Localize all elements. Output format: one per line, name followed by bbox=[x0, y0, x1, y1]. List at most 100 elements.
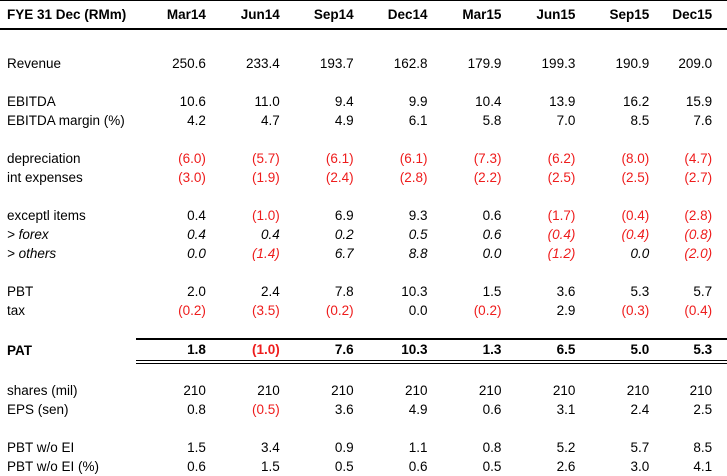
value-cell: 9.9 bbox=[408, 93, 428, 109]
value-cell: 1.1 bbox=[408, 439, 428, 455]
table-row: EBITDA 10.6 11.0 9.4 9.9 10.4 13.9 16.2 15.9 bbox=[0, 92, 727, 111]
value-cell: 6.7 bbox=[334, 245, 354, 261]
value-cell: 2.4 bbox=[261, 283, 280, 299]
table-row: depreciation (6.0) (5.7) (6.1) (6.1) (7.3) (6.… bbox=[0, 149, 727, 168]
table-row: PBT w/o EI 1.5 3.4 0.9 1.1 0.8 5.2 5.7 8.5 bbox=[0, 438, 727, 457]
value-cell: 1.8 bbox=[136, 337, 210, 364]
value-cell: (6.1) bbox=[399, 150, 428, 166]
value-cell: 0.6 bbox=[482, 226, 502, 242]
value-cell: 210 bbox=[183, 382, 206, 398]
value-cell: 210 bbox=[689, 382, 713, 398]
value-cell: (0.8) bbox=[684, 226, 713, 242]
value-cell: 4.9 bbox=[408, 401, 428, 417]
header-row: FYE 31 Dec (RMm) Mar14 Jun14 Sep14 Dec14 Mar… bbox=[0, 0, 727, 29]
spacer-cell bbox=[0, 130, 727, 149]
value-cell: (1.0) bbox=[209, 337, 284, 364]
value-cell: 0.0 bbox=[187, 245, 206, 261]
value-cell: 2.6 bbox=[556, 458, 576, 474]
column-header: Mar14 bbox=[166, 6, 206, 22]
column-header: Mar15 bbox=[462, 6, 502, 22]
value-cell: 7.6 bbox=[283, 337, 358, 364]
value-cell: 10.3 bbox=[401, 283, 428, 299]
value-cell: (1.9) bbox=[252, 169, 280, 185]
value-cell: (0.4) bbox=[621, 226, 650, 242]
table-row: EBITDA margin (%) 4.2 4.7 4.9 6.1 5.8 7.0 8.5 7.… bbox=[0, 111, 727, 130]
column-header: Jun14 bbox=[240, 6, 280, 22]
value-cell: 1.5 bbox=[482, 283, 502, 299]
value-cell: 2.9 bbox=[556, 302, 576, 318]
value-cell: 3.6 bbox=[334, 401, 354, 417]
spacer-cell bbox=[0, 187, 727, 206]
row-label: PBT w/o EI bbox=[7, 439, 75, 455]
spacer-row bbox=[0, 419, 727, 438]
value-cell: (0.2) bbox=[325, 302, 354, 318]
value-cell: 190.9 bbox=[615, 55, 650, 71]
value-cell: (2.8) bbox=[684, 207, 713, 223]
value-cell: 0.5 bbox=[482, 458, 502, 474]
value-cell: 0.4 bbox=[187, 226, 206, 242]
value-cell: (6.2) bbox=[547, 150, 576, 166]
value-cell: (2.8) bbox=[399, 169, 428, 185]
spacer-cell bbox=[0, 362, 727, 381]
value-cell: 199.3 bbox=[541, 55, 576, 71]
value-cell: 0.8 bbox=[482, 439, 502, 455]
value-cell: 210 bbox=[405, 382, 428, 398]
value-cell: 210 bbox=[257, 382, 280, 398]
value-cell: 1.5 bbox=[187, 439, 206, 455]
spacer-cell bbox=[0, 320, 727, 339]
table-row: shares (mil) 210 210 210 210 210 210 210 210 bbox=[0, 381, 727, 400]
column-header: Sep15 bbox=[609, 6, 650, 22]
value-cell: 4.7 bbox=[261, 112, 280, 128]
value-cell: (3.5) bbox=[252, 302, 280, 318]
value-cell: (2.5) bbox=[547, 169, 576, 185]
table-row: Revenue 250.6 233.4 193.7 162.8 179.9 199.3 190… bbox=[0, 54, 727, 73]
value-cell: 1.5 bbox=[261, 458, 280, 474]
row-label: exceptl items bbox=[7, 207, 86, 223]
value-cell: 3.4 bbox=[261, 439, 280, 455]
row-label: int expenses bbox=[7, 169, 83, 185]
value-cell: 6.1 bbox=[408, 112, 428, 128]
table-row: PBT 2.0 2.4 7.8 10.3 1.5 3.6 5.3 5.7 bbox=[0, 282, 727, 301]
value-cell: 11.0 bbox=[254, 93, 280, 109]
row-label: EBITDA margin (%) bbox=[7, 112, 125, 128]
table-row: EPS (sen) 0.8 (0.5) 3.6 4.9 0.6 3.1 2.4 2.5 bbox=[0, 400, 727, 419]
row-label: > forex bbox=[7, 226, 49, 242]
value-cell: 0.0 bbox=[408, 302, 428, 318]
value-cell: (2.5) bbox=[621, 169, 650, 185]
spacer-cell bbox=[0, 419, 727, 438]
table-row: PBT w/o EI (%) 0.6 1.5 0.5 0.6 0.5 2.6 3.0 4.1 bbox=[0, 457, 727, 476]
value-cell: 3.6 bbox=[556, 283, 576, 299]
value-cell: 8.5 bbox=[693, 439, 713, 455]
value-cell: 15.9 bbox=[685, 93, 713, 109]
table-row: > forex 0.4 0.4 0.2 0.5 0.6 (0.4) (0.4) (0.8) bbox=[0, 225, 727, 244]
value-cell: (1.4) bbox=[252, 245, 280, 261]
value-cell: 1.3 bbox=[431, 337, 506, 364]
value-cell: 8.8 bbox=[408, 245, 428, 261]
value-cell: 13.9 bbox=[549, 93, 576, 109]
value-cell: 4.9 bbox=[334, 112, 354, 128]
value-cell: 210 bbox=[626, 382, 650, 398]
value-cell: 9.4 bbox=[334, 93, 354, 109]
value-cell: (1.7) bbox=[547, 207, 576, 223]
value-cell: 2.5 bbox=[693, 401, 713, 417]
spacer-cell bbox=[0, 263, 727, 282]
value-cell: 0.6 bbox=[408, 458, 428, 474]
value-cell: (0.5) bbox=[252, 401, 280, 417]
value-cell: 5.3 bbox=[653, 337, 727, 364]
column-header: Dec15 bbox=[672, 6, 713, 22]
row-label: PBT w/o EI (%) bbox=[7, 458, 100, 474]
value-cell: 0.4 bbox=[187, 207, 206, 223]
value-cell: 3.1 bbox=[556, 401, 576, 417]
row-label: shares (mil) bbox=[7, 382, 78, 398]
table-row: exceptl items 0.4 (1.0) 6.9 9.3 0.6 (1.7) (0.4)… bbox=[0, 206, 727, 225]
value-cell: 0.0 bbox=[630, 245, 650, 261]
value-cell: (0.3) bbox=[621, 302, 650, 318]
value-cell: (0.2) bbox=[473, 302, 502, 318]
value-cell: (7.3) bbox=[473, 150, 502, 166]
value-cell: 210 bbox=[331, 382, 354, 398]
value-cell: (0.4) bbox=[684, 302, 713, 318]
value-cell: 8.5 bbox=[630, 112, 650, 128]
value-cell: 0.2 bbox=[334, 226, 354, 242]
value-cell: (0.4) bbox=[621, 207, 650, 223]
value-cell: (0.4) bbox=[547, 226, 576, 242]
